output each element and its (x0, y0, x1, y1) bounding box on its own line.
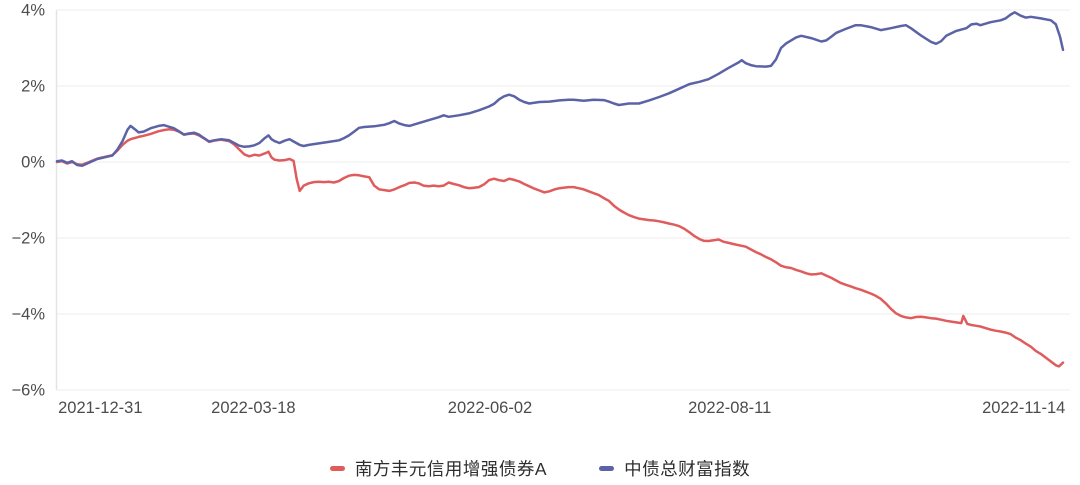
x-tick-label: 2022-08-11 (688, 399, 771, 417)
performance-chart: 4% 2% 0% −2% −4% −6% 2021-12-31 2022-03-18 2022-… (12, 2, 1070, 417)
y-tick-label: −4% (12, 306, 46, 324)
series-line-fund (55, 128, 1065, 368)
legend-item-fund[interactable]: 南方丰元信用增强债券A (329, 456, 548, 481)
chart-legend: 南方丰元信用增强债券A 中债总财富指数 (0, 456, 1080, 480)
x-tick-label: 2022-06-02 (448, 399, 532, 417)
legend-item-index[interactable]: 中债总财富指数 (599, 456, 750, 481)
legend-label-fund: 南方丰元信用增强债券A (354, 458, 548, 479)
series-line-index (55, 11, 1065, 168)
x-tick-label: 2022-11-14 (982, 399, 1065, 417)
legend-label-index: 中债总财富指数 (624, 458, 751, 479)
y-tick-label: 0% (21, 154, 45, 172)
y-tick-label: −6% (12, 382, 46, 400)
legend-marker-fund-icon (329, 465, 345, 471)
x-tick-label: 2022-03-18 (211, 399, 295, 417)
y-tick-label: 2% (21, 78, 45, 96)
x-tick-label: 2021-12-31 (58, 399, 142, 417)
legend-marker-index-icon (599, 465, 615, 471)
y-tick-label: 4% (21, 2, 45, 20)
y-tick-label: −2% (12, 230, 46, 248)
